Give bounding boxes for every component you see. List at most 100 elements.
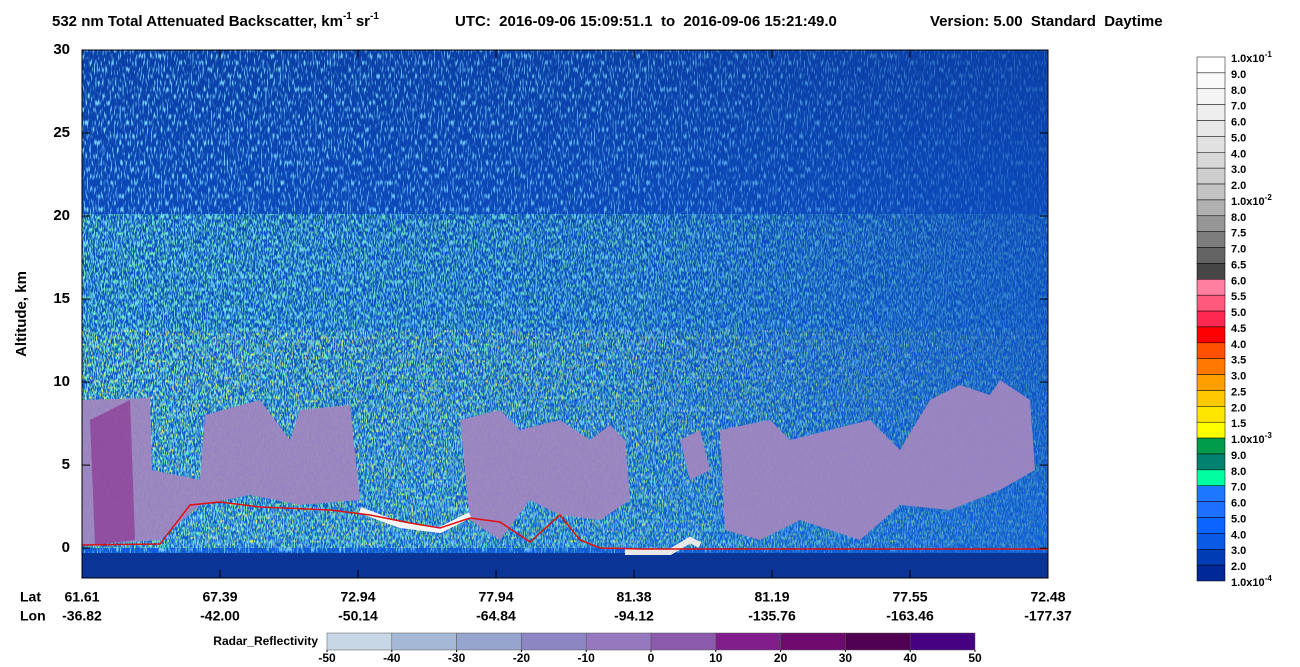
- colorbar-label: 5.5: [1231, 291, 1246, 303]
- radar-tick-label: 10: [709, 651, 723, 665]
- colorbar-segment: [1196, 279, 1226, 296]
- y-tick-label: 10: [53, 373, 70, 390]
- colorbar-label: 7.5: [1231, 228, 1246, 240]
- colorbar-label-text: 6.0: [1231, 116, 1246, 128]
- colorbar-label-text: 2.5: [1231, 386, 1246, 398]
- colorbar-segment: [1196, 152, 1226, 169]
- colorbar-segment: [1196, 310, 1226, 328]
- colorbar-label-text: 8.0: [1231, 85, 1246, 97]
- colorbar-label: 7.0: [1231, 482, 1246, 494]
- colorbar-label-text: 4.0: [1231, 339, 1246, 351]
- title-version: Version: 5.00 Standard Daytime: [930, 13, 1163, 30]
- colorbar-segment: [1196, 453, 1226, 471]
- colorbar-label: 2.0: [1231, 561, 1246, 573]
- colorbar-label: 2.0: [1231, 402, 1246, 414]
- colorbar-segment: [1196, 183, 1226, 201]
- colorbar-segment: [1196, 263, 1226, 280]
- radar-tick-label: -50: [318, 651, 336, 665]
- x-row-label: Lat: [20, 589, 41, 605]
- colorbar-label: 4.0: [1231, 339, 1246, 351]
- colorbar-segment: [1196, 88, 1226, 105]
- colorbar-segment: [1196, 342, 1226, 359]
- colorbar-segment: [1196, 469, 1226, 486]
- colorbar-label: 1.0x10-2: [1231, 193, 1272, 208]
- y-tick-label: 5: [62, 456, 70, 473]
- colorbar-label-text: 1.0x10: [1231, 434, 1265, 446]
- colorbar-segment: [1196, 421, 1226, 439]
- lon-label: -64.84: [476, 608, 516, 624]
- colorbar-label: 4.5: [1231, 323, 1246, 335]
- colorbar-label-text: 7.0: [1231, 243, 1246, 255]
- colorbar-label: 6.0: [1231, 498, 1246, 510]
- colorbar-label-text: 4.0: [1231, 148, 1246, 160]
- colorbar-label: 5.0: [1231, 307, 1246, 319]
- colorbar-label-text: 3.0: [1231, 370, 1246, 382]
- colorbar-label: 1.0x10-4: [1231, 574, 1272, 589]
- colorbar-label: 7.0: [1231, 243, 1246, 255]
- colorbar-label: 5.0: [1231, 513, 1246, 525]
- colorbar-segment: [1196, 485, 1226, 502]
- colorbar-label: 8.0: [1231, 85, 1246, 97]
- colorbar-label-text: 5.0: [1231, 307, 1246, 319]
- colorbar-label: 1.5: [1231, 418, 1246, 430]
- colorbar-label-text: 2.0: [1231, 561, 1246, 573]
- colorbar-label-text: 8.0: [1231, 466, 1246, 478]
- colorbar-segment: [1196, 533, 1226, 550]
- y-axis-label: Altitude, km: [13, 271, 30, 357]
- colorbar-segment: [1196, 120, 1226, 137]
- lon-label: -135.76: [748, 608, 796, 624]
- colorbar-label-text: 6.5: [1231, 259, 1246, 271]
- colorbar-label: 2.5: [1231, 386, 1246, 398]
- colorbar-label-text: 4.5: [1231, 323, 1246, 335]
- radar-colorbar-segment: [521, 632, 587, 651]
- colorbar-segment: [1196, 326, 1226, 344]
- lat-label: 81.38: [616, 589, 651, 605]
- colorbar-segment: [1196, 358, 1226, 375]
- colorbar-segment: [1196, 406, 1226, 423]
- colorbar-segment: [1196, 517, 1226, 534]
- y-tick-label: 15: [53, 290, 70, 307]
- colorbar-segment: [1196, 564, 1226, 582]
- radar-colorbar-segment: [650, 632, 717, 651]
- colorbar-label: 6.0: [1231, 116, 1246, 128]
- colorbar-label: 2.0: [1231, 180, 1246, 192]
- colorbar-label-text: 1.0x10: [1231, 53, 1265, 65]
- colorbar-label-text: 5.5: [1231, 291, 1246, 303]
- radar-colorbar-segment: [585, 632, 652, 651]
- colorbar-label-text: 7.0: [1231, 482, 1246, 494]
- lat-label: 72.48: [1030, 589, 1065, 605]
- colorbar-segment: [1196, 215, 1226, 232]
- title-unit: sr: [356, 13, 370, 30]
- y-tick-label: 20: [53, 207, 70, 224]
- colorbar-label: 1.0x10-1: [1231, 50, 1272, 65]
- colorbar-label: 8.0: [1231, 466, 1246, 478]
- radar-tick-label: 20: [774, 651, 788, 665]
- colorbar-segment: [1196, 294, 1226, 312]
- colorbar-label: 4.0: [1231, 148, 1246, 160]
- colorbar-label-text: 3.0: [1231, 545, 1246, 557]
- colorbar-label-text: 4.0: [1231, 529, 1246, 541]
- title-text: 532 nm Total Attenuated Backscatter, km: [52, 13, 343, 30]
- lat-label: 81.19: [754, 589, 789, 605]
- lon-label: -42.00: [200, 608, 240, 624]
- colorbar-label: 3.5: [1231, 355, 1246, 367]
- lon-label: -163.46: [886, 608, 934, 624]
- radar-tick-label: -10: [578, 651, 596, 665]
- colorbar-label-text: 8.0: [1231, 212, 1246, 224]
- colorbar-segment: [1196, 374, 1226, 391]
- colorbar-segment: [1196, 501, 1226, 518]
- colorbar-segment: [1196, 247, 1226, 264]
- title-sup: -1: [343, 11, 352, 22]
- colorbar-label-text: 3.5: [1231, 355, 1246, 367]
- lat-label: 77.55: [892, 589, 927, 605]
- colorbar-label: 5.0: [1231, 132, 1246, 144]
- y-tick-label: 30: [53, 41, 70, 58]
- colorbar-label-text: 1.5: [1231, 418, 1246, 430]
- radar-label: Radar_Reflectivity: [213, 634, 318, 648]
- title-sup: -1: [370, 11, 379, 22]
- radar-colorbar-segment: [780, 632, 846, 651]
- colorbar-label: 1.0x10-3: [1231, 431, 1272, 446]
- colorbar-segment: [1196, 136, 1226, 153]
- radar-tick-label: -40: [383, 651, 401, 665]
